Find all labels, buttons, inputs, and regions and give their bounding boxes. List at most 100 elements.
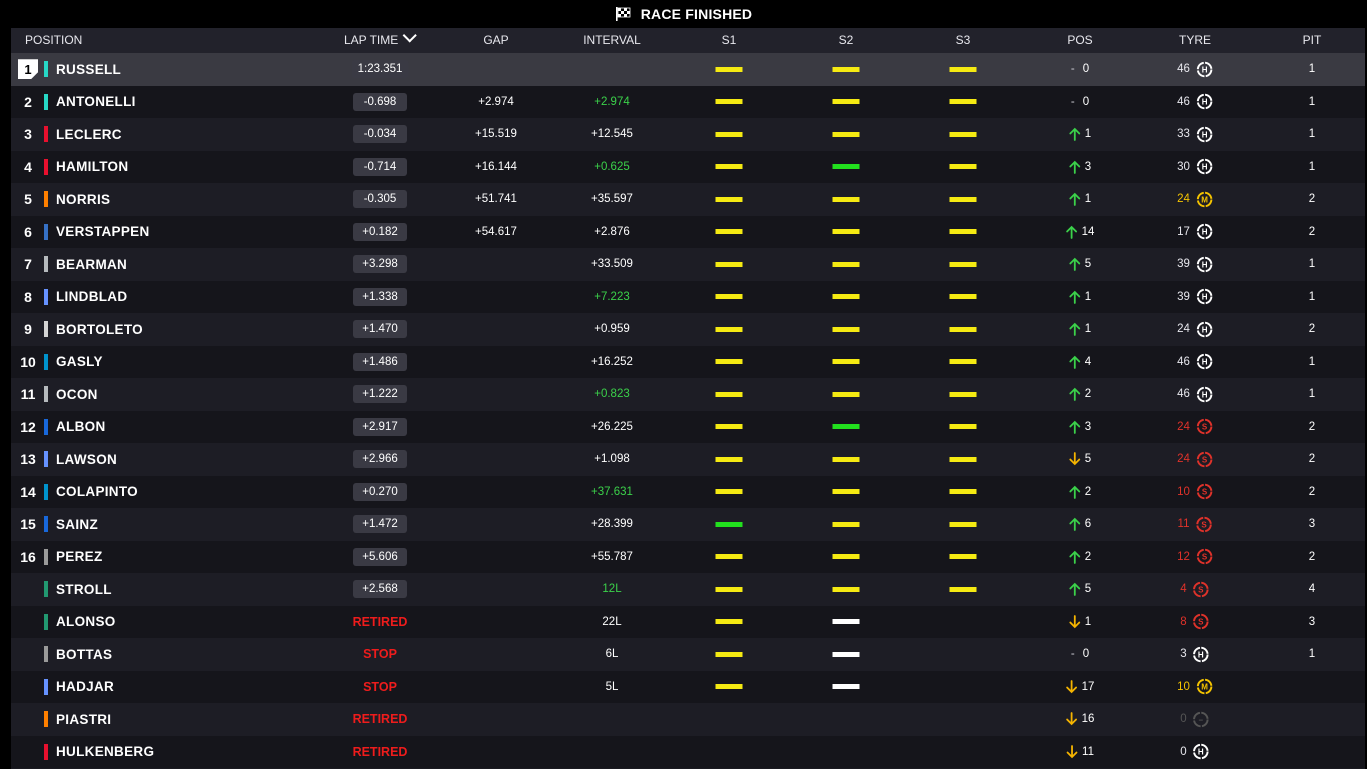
s3-cell <box>949 53 977 86</box>
position-number: 15 <box>20 516 36 533</box>
table-row[interactable]: 3 LECLERC -0.034 +15.519 +12.545 1 33 H 1 <box>11 118 1365 151</box>
driver-name[interactable]: HULKENBERG <box>56 744 155 760</box>
pit-cell: 2 <box>1309 313 1315 346</box>
driver-name[interactable]: OCON <box>56 386 98 402</box>
team-color-bar <box>44 646 48 662</box>
arrow-up-icon <box>1069 387 1081 402</box>
team-color-bar <box>44 516 48 532</box>
position-number: 2 <box>24 93 32 110</box>
table-row[interactable]: 14 COLAPINTO +0.270 +37.631 2 10 S 2 <box>11 475 1365 509</box>
tyre-age: 39 <box>1177 258 1190 271</box>
table-row[interactable]: 2 ANTONELLI -0.698 +2.974 +2.974 -0 46 H 1 <box>11 85 1365 118</box>
header-gap[interactable]: GAP <box>483 33 509 47</box>
table-row[interactable]: ALONSO RETIRED 22L 1 8 S 3 <box>11 605 1365 638</box>
table-row[interactable]: 11 OCON +1.222 +0.823 2 46 H 1 <box>11 378 1365 411</box>
header-position[interactable]: POSITION <box>25 33 83 47</box>
tyre-cell: 12 S <box>1177 541 1213 574</box>
header-s1[interactable]: S1 <box>721 33 737 47</box>
table-row[interactable]: 1 RUSSELL 1:23.351 -0 46 H 1 <box>11 53 1365 86</box>
team-color-bar <box>44 581 48 597</box>
header-pit[interactable]: PIT <box>1302 33 1322 47</box>
table-row[interactable]: 15 SAINZ +1.472 +28.399 6 11 S 3 <box>11 508 1365 541</box>
lap-time-cell: +1.486 <box>353 346 407 379</box>
page-title: RACE FINISHED <box>640 6 753 22</box>
driver-name[interactable]: VERSTAPPEN <box>56 224 150 240</box>
team-color-bar <box>44 353 48 370</box>
driver-name[interactable]: PIASTRI <box>56 711 112 727</box>
table-row[interactable]: BOTTAS STOP 6L -0 3 H 1 <box>11 638 1365 671</box>
arrow-up-icon <box>1069 517 1081 532</box>
table-row[interactable]: 12 ALBON +2.917 +26.225 3 24 S 2 <box>11 410 1365 443</box>
table-row[interactable]: STROLL +2.568 12L 5 4 S 4 <box>11 573 1365 606</box>
driver-name[interactable]: HADJAR <box>56 679 115 695</box>
team-color-bar <box>44 483 48 500</box>
driver-name[interactable]: HAMILTON <box>56 159 129 175</box>
table-row[interactable]: HULKENBERG RETIRED 11 0 H <box>11 735 1365 768</box>
driver-name[interactable]: LINDBLAD <box>56 289 128 305</box>
s1-cell <box>715 346 743 379</box>
driver-name[interactable]: ALBON <box>56 419 106 435</box>
header-s3[interactable]: S3 <box>955 33 971 47</box>
table-row[interactable]: 9 BORTOLETO +1.470 +0.959 1 24 H 2 <box>11 313 1365 346</box>
driver-name[interactable]: PEREZ <box>56 549 103 565</box>
s2-cell <box>832 443 860 476</box>
table-row[interactable]: HADJAR STOP 5L 17 10 M <box>11 670 1365 704</box>
tyre-age: 33 <box>1177 128 1190 141</box>
s3-sector-bar <box>949 359 977 365</box>
position-change-cell: 5 <box>1069 248 1091 281</box>
s1-cell <box>715 281 743 314</box>
driver-name[interactable]: NORRIS <box>56 191 111 207</box>
table-row[interactable]: PIASTRI RETIRED 16 0– <box>11 703 1365 736</box>
position-change-cell: 5 <box>1069 443 1091 476</box>
s2-cell <box>832 346 860 379</box>
pit-stops: 1 <box>1308 63 1316 76</box>
table-row[interactable]: 13 LAWSON +2.966 +1.098 5 24 S 2 <box>11 443 1365 476</box>
position-number <box>16 671 40 704</box>
driver-name[interactable]: STROLL <box>56 581 112 597</box>
s2-cell <box>832 281 860 314</box>
header-interval[interactable]: INTERVAL <box>583 33 641 47</box>
s3-cell <box>949 183 977 216</box>
table-row[interactable]: 16 PEREZ +5.606 +55.787 2 12 S 2 <box>11 540 1365 574</box>
tyre-age: 24 <box>1177 420 1190 433</box>
driver-name[interactable]: SAINZ <box>56 516 98 532</box>
position-number: 16 <box>20 548 36 565</box>
s1-cell <box>715 541 743 574</box>
tyre-hard-icon: H <box>1193 744 1209 760</box>
table-row[interactable]: 5 NORRIS -0.305 +51.741 +35.597 1 24 M 2 <box>11 183 1365 216</box>
driver-name[interactable]: ANTONELLI <box>56 94 136 110</box>
header-pos[interactable]: POS <box>1067 33 1093 47</box>
driver-name[interactable]: GASLY <box>56 354 103 370</box>
arrow-up-icon <box>1069 322 1081 337</box>
driver-name[interactable]: RUSSELL <box>56 61 122 77</box>
table-row[interactable]: 6 VERSTAPPEN +0.182 +54.617 +2.876 14 17 H 2 <box>11 215 1365 248</box>
driver-name[interactable]: BOTTAS <box>56 646 113 662</box>
tyre-cell: 33 H <box>1177 118 1213 151</box>
header-tyre[interactable]: TYRE <box>1178 33 1212 47</box>
driver-name[interactable]: LECLERC <box>56 126 122 142</box>
position-number: 12 <box>20 418 36 435</box>
header-lap-time-label: LAP TIME <box>344 33 399 47</box>
lap-time-pill: -0.714 <box>353 157 407 176</box>
table-row[interactable]: 7 BEARMAN +3.298 +33.509 5 39 H 1 <box>11 248 1365 281</box>
arrow-up-icon <box>1069 290 1081 304</box>
tyre-cell: 46 H <box>1177 53 1213 86</box>
driver-name[interactable]: ALONSO <box>56 614 116 630</box>
s1-cell <box>715 248 743 281</box>
driver-name[interactable]: BORTOLETO <box>56 321 143 337</box>
driver-name[interactable]: BEARMAN <box>56 256 128 272</box>
s2-cell <box>832 248 860 281</box>
pit-stops: 3 <box>1308 518 1316 531</box>
header-s2[interactable]: S2 <box>838 33 854 47</box>
s3-cell <box>949 313 977 346</box>
driver-name[interactable]: COLAPINTO <box>56 484 138 500</box>
s3-cell <box>949 541 977 574</box>
table-row[interactable]: 8 LINDBLAD +1.338 +7.223 1 39 H 1 <box>11 280 1365 314</box>
table-row[interactable]: 4 HAMILTON -0.714 +16.144 +0.625 3 30 H 1 <box>11 150 1365 183</box>
header-lap-time[interactable]: LAP TIME <box>344 28 418 53</box>
table-row[interactable]: 10 GASLY +1.486 +16.252 4 46 H 1 <box>11 345 1365 379</box>
s3-sector-bar <box>949 586 977 592</box>
interval-value: +2.876 <box>594 225 630 238</box>
interval-cell: +37.631 <box>591 476 633 509</box>
driver-name[interactable]: LAWSON <box>56 451 118 467</box>
